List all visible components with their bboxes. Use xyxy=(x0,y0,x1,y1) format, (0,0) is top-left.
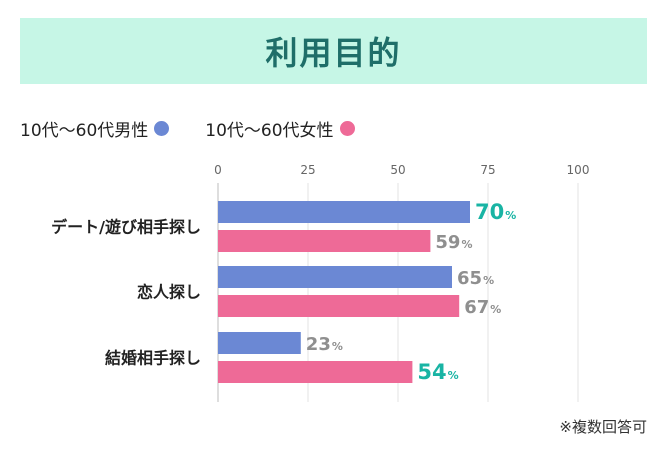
data-label: 54% xyxy=(417,360,458,384)
data-label: 23% xyxy=(306,334,343,355)
legend-label-male: 10代〜60代男性 xyxy=(20,120,149,141)
x-tick-label: 100 xyxy=(567,163,590,177)
data-label: 65% xyxy=(457,268,494,289)
bar-male xyxy=(218,332,301,354)
data-label: 67% xyxy=(464,297,501,318)
bar-male xyxy=(218,201,470,223)
data-label: 70% xyxy=(475,200,516,224)
legend-item-female: 10代〜60代女性 xyxy=(205,116,355,141)
data-label: 59% xyxy=(435,232,472,253)
title-banner: 利用目的 xyxy=(20,18,647,84)
category-label: 結婚相手探し xyxy=(105,349,201,368)
bar-female xyxy=(218,295,460,317)
chart-title: 利用目的 xyxy=(265,34,402,72)
bar-male xyxy=(218,266,452,288)
category-label: デート/遊び相手探し xyxy=(51,218,201,237)
x-tick-label: 50 xyxy=(390,163,405,177)
legend-dot-male xyxy=(154,120,170,136)
legend-label-female: 10代〜60代女性 xyxy=(205,120,334,141)
category-label: 恋人探し xyxy=(137,283,201,302)
x-tick-label: 75 xyxy=(480,163,495,177)
bar-female xyxy=(218,230,431,252)
footnote: ※複数回答可 xyxy=(559,418,647,436)
legend-dot-female xyxy=(339,120,355,136)
x-tick-label: 0 xyxy=(214,163,222,177)
legend: 10代〜60代男性 10代〜60代女性 xyxy=(20,116,355,141)
x-tick-label: 25 xyxy=(300,163,315,177)
legend-item-male: 10代〜60代男性 xyxy=(20,116,170,141)
bar-female xyxy=(218,361,413,383)
